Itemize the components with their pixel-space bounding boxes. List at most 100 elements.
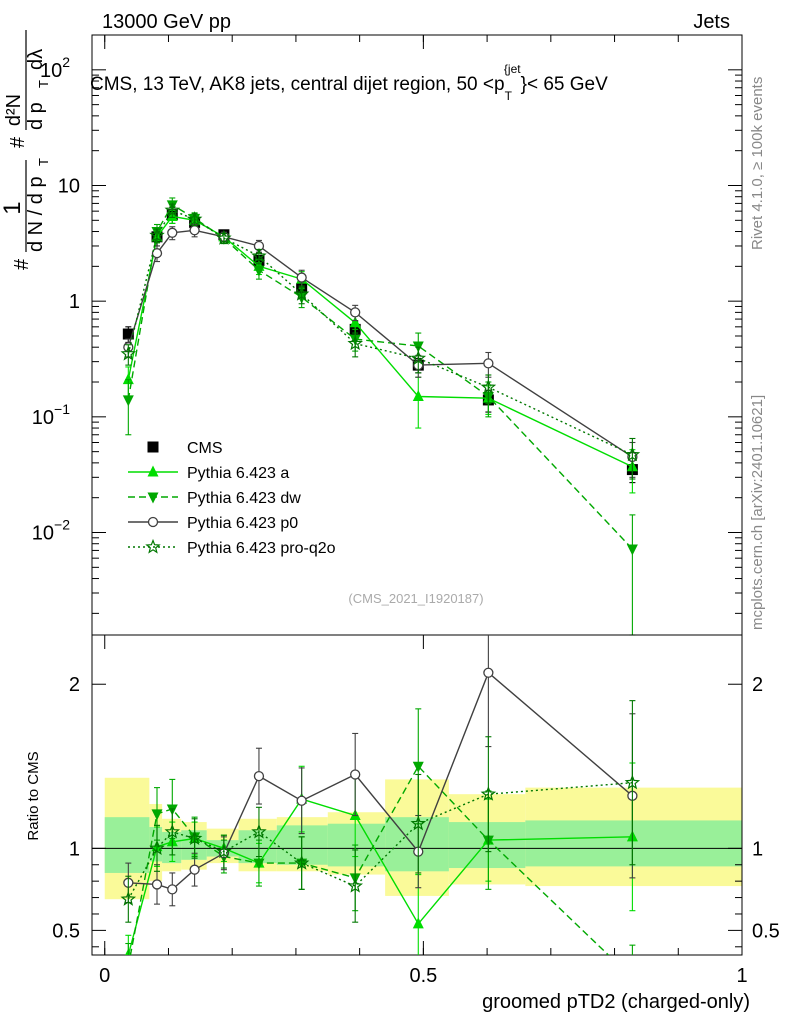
legend: CMS Pythia 6.423 a Pythia 6.423 dw Pythia 6…	[128, 440, 336, 557]
legend-item-proq2o: Pythia 6.423 pro-q2o	[128, 538, 336, 557]
p0-point	[350, 307, 361, 318]
legend-item-p0: Pythia 6.423 p0	[128, 515, 298, 532]
main-panel: 102 10 1 10−1 10−2 CMS Pythia 6.423 a Pythia 6.…	[32, 34, 743, 636]
p0-ratio-point	[483, 667, 494, 678]
legend-marker	[147, 516, 159, 528]
dw-point	[122, 395, 134, 407]
proq2o-point	[410, 350, 427, 366]
proq2o-point	[624, 446, 641, 462]
proq2o-point	[186, 211, 203, 226]
proq2o-ratio-point	[251, 823, 267, 839]
ytick-label: 1	[69, 291, 80, 313]
proq2o-point	[120, 345, 137, 361]
svg-text:d N / d p: d N / d p	[25, 176, 47, 252]
watermark: (CMS_2021_I1920187)	[348, 591, 483, 606]
mcplots-label: mcplots.cern.ch [arXiv:2401.10621]	[749, 395, 766, 630]
legend-marker	[147, 465, 159, 477]
svg-text:T: T	[36, 80, 51, 88]
proq2o-point	[251, 247, 267, 263]
band-green	[525, 820, 742, 867]
xtick-label: 0.5	[409, 965, 437, 987]
svg-text:d²N: d²N	[3, 94, 25, 126]
proq2o-ratio-point	[410, 815, 427, 831]
ratio-yticks: 0.5 0.5 1 1 2 2	[52, 674, 780, 948]
ytick-label-right: 2	[752, 674, 763, 696]
band-green	[162, 831, 182, 864]
ytick-label: 102	[40, 54, 70, 82]
series-dw	[122, 197, 638, 636]
proq2o-ratio-point	[186, 830, 203, 846]
svg-text:T: T	[36, 158, 51, 166]
proq2o-point	[216, 230, 232, 245]
proq2o-point	[293, 285, 310, 301]
a-point	[122, 373, 134, 385]
svg-text:#: #	[11, 258, 33, 270]
dw-ratio-point	[627, 973, 638, 984]
svg-text:#: #	[7, 136, 29, 148]
proq2o-ratio-point	[624, 774, 641, 790]
p0-point	[151, 248, 163, 259]
legend-label: Pythia 6.423 p0	[187, 515, 298, 532]
dw-ratio-point	[151, 809, 163, 821]
xtick-label: 1	[736, 965, 747, 987]
proq2o-ratio-point	[480, 786, 497, 801]
svg-text:dλ: dλ	[25, 49, 47, 70]
svg-text:1: 1	[0, 201, 26, 214]
p0-ratio-point	[151, 879, 163, 890]
p0-point	[296, 272, 307, 283]
band-green	[385, 817, 449, 872]
main-yticks: 102 10 1 10−1 10−2	[32, 34, 743, 614]
p0-point	[189, 225, 200, 236]
proq2o-point	[480, 379, 497, 394]
legend-item-cms: CMS	[147, 440, 223, 457]
rivet-label: Rivet 4.1.0, ≥ 100k events	[749, 77, 766, 250]
p0-ratio-point	[167, 884, 178, 895]
ytick-label: 10−2	[32, 517, 70, 545]
legend-label: Pythia 6.423 dw	[187, 490, 301, 507]
dw-point	[626, 544, 638, 556]
legend-item-a: Pythia 6.423 a	[128, 465, 289, 482]
legend-marker	[145, 538, 161, 554]
legend-marker	[147, 492, 159, 504]
header-left: 13000 GeV pp	[102, 11, 231, 33]
a-point	[412, 389, 424, 401]
dw-ratio-point	[412, 761, 424, 773]
p0-point	[167, 227, 178, 238]
ytick-label: 10	[58, 175, 80, 197]
p0-point	[483, 358, 494, 369]
header-right: Jets	[693, 11, 730, 33]
a-point	[349, 316, 361, 328]
legend-item-dw: Pythia 6.423 dw	[128, 490, 301, 507]
ratio-frame	[91, 634, 743, 956]
legend-marker	[147, 441, 159, 453]
p0-line	[127, 229, 633, 458]
ytick-label-right: 0.5	[752, 920, 780, 942]
ratio-xticks: 0 0.5 1	[99, 635, 748, 987]
svg-text:d p: d p	[25, 102, 47, 130]
dw-ratio-point	[123, 962, 134, 973]
p0-ratio-point	[253, 770, 265, 782]
p0-ratio-point	[189, 864, 200, 875]
series-proq2o	[120, 202, 641, 480]
main-title: CMS, 13 TeV, AK8 jets, central dijet reg…	[90, 62, 608, 103]
ytick-label: 10−1	[32, 401, 70, 429]
dw-point	[253, 265, 265, 277]
dw-ratio-point	[253, 858, 265, 870]
proq2o-point	[347, 335, 364, 351]
proq2o-point	[149, 227, 165, 243]
legend-label: Pythia 6.423 a	[187, 465, 289, 482]
xlabel: groomed pTD2 (charged-only)	[482, 991, 750, 1013]
p0-ratio-point	[350, 769, 361, 780]
band-green	[448, 822, 526, 869]
proq2o-ratio-point	[216, 843, 232, 859]
xtick-label: 0	[99, 965, 110, 987]
proq2o-ratio-point	[164, 823, 181, 839]
proq2o-line	[127, 209, 633, 456]
ratio-ylabel: Ratio to CMS	[25, 751, 42, 840]
ytick-label-right: 1	[752, 838, 763, 860]
series-p0	[123, 223, 638, 478]
proq2o-ratio-point	[149, 840, 165, 855]
ytick-label: 1	[69, 838, 80, 860]
legend-label: Pythia 6.423 pro-q2o	[187, 540, 336, 557]
